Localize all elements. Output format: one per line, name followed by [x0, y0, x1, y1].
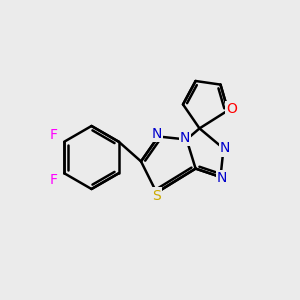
Text: F: F [49, 172, 57, 187]
Text: N: N [152, 127, 162, 140]
Text: N: N [180, 131, 190, 145]
Text: N: N [217, 172, 227, 185]
Text: O: O [226, 102, 237, 116]
Text: F: F [49, 128, 57, 142]
Text: S: S [152, 189, 161, 202]
Text: N: N [220, 142, 230, 155]
